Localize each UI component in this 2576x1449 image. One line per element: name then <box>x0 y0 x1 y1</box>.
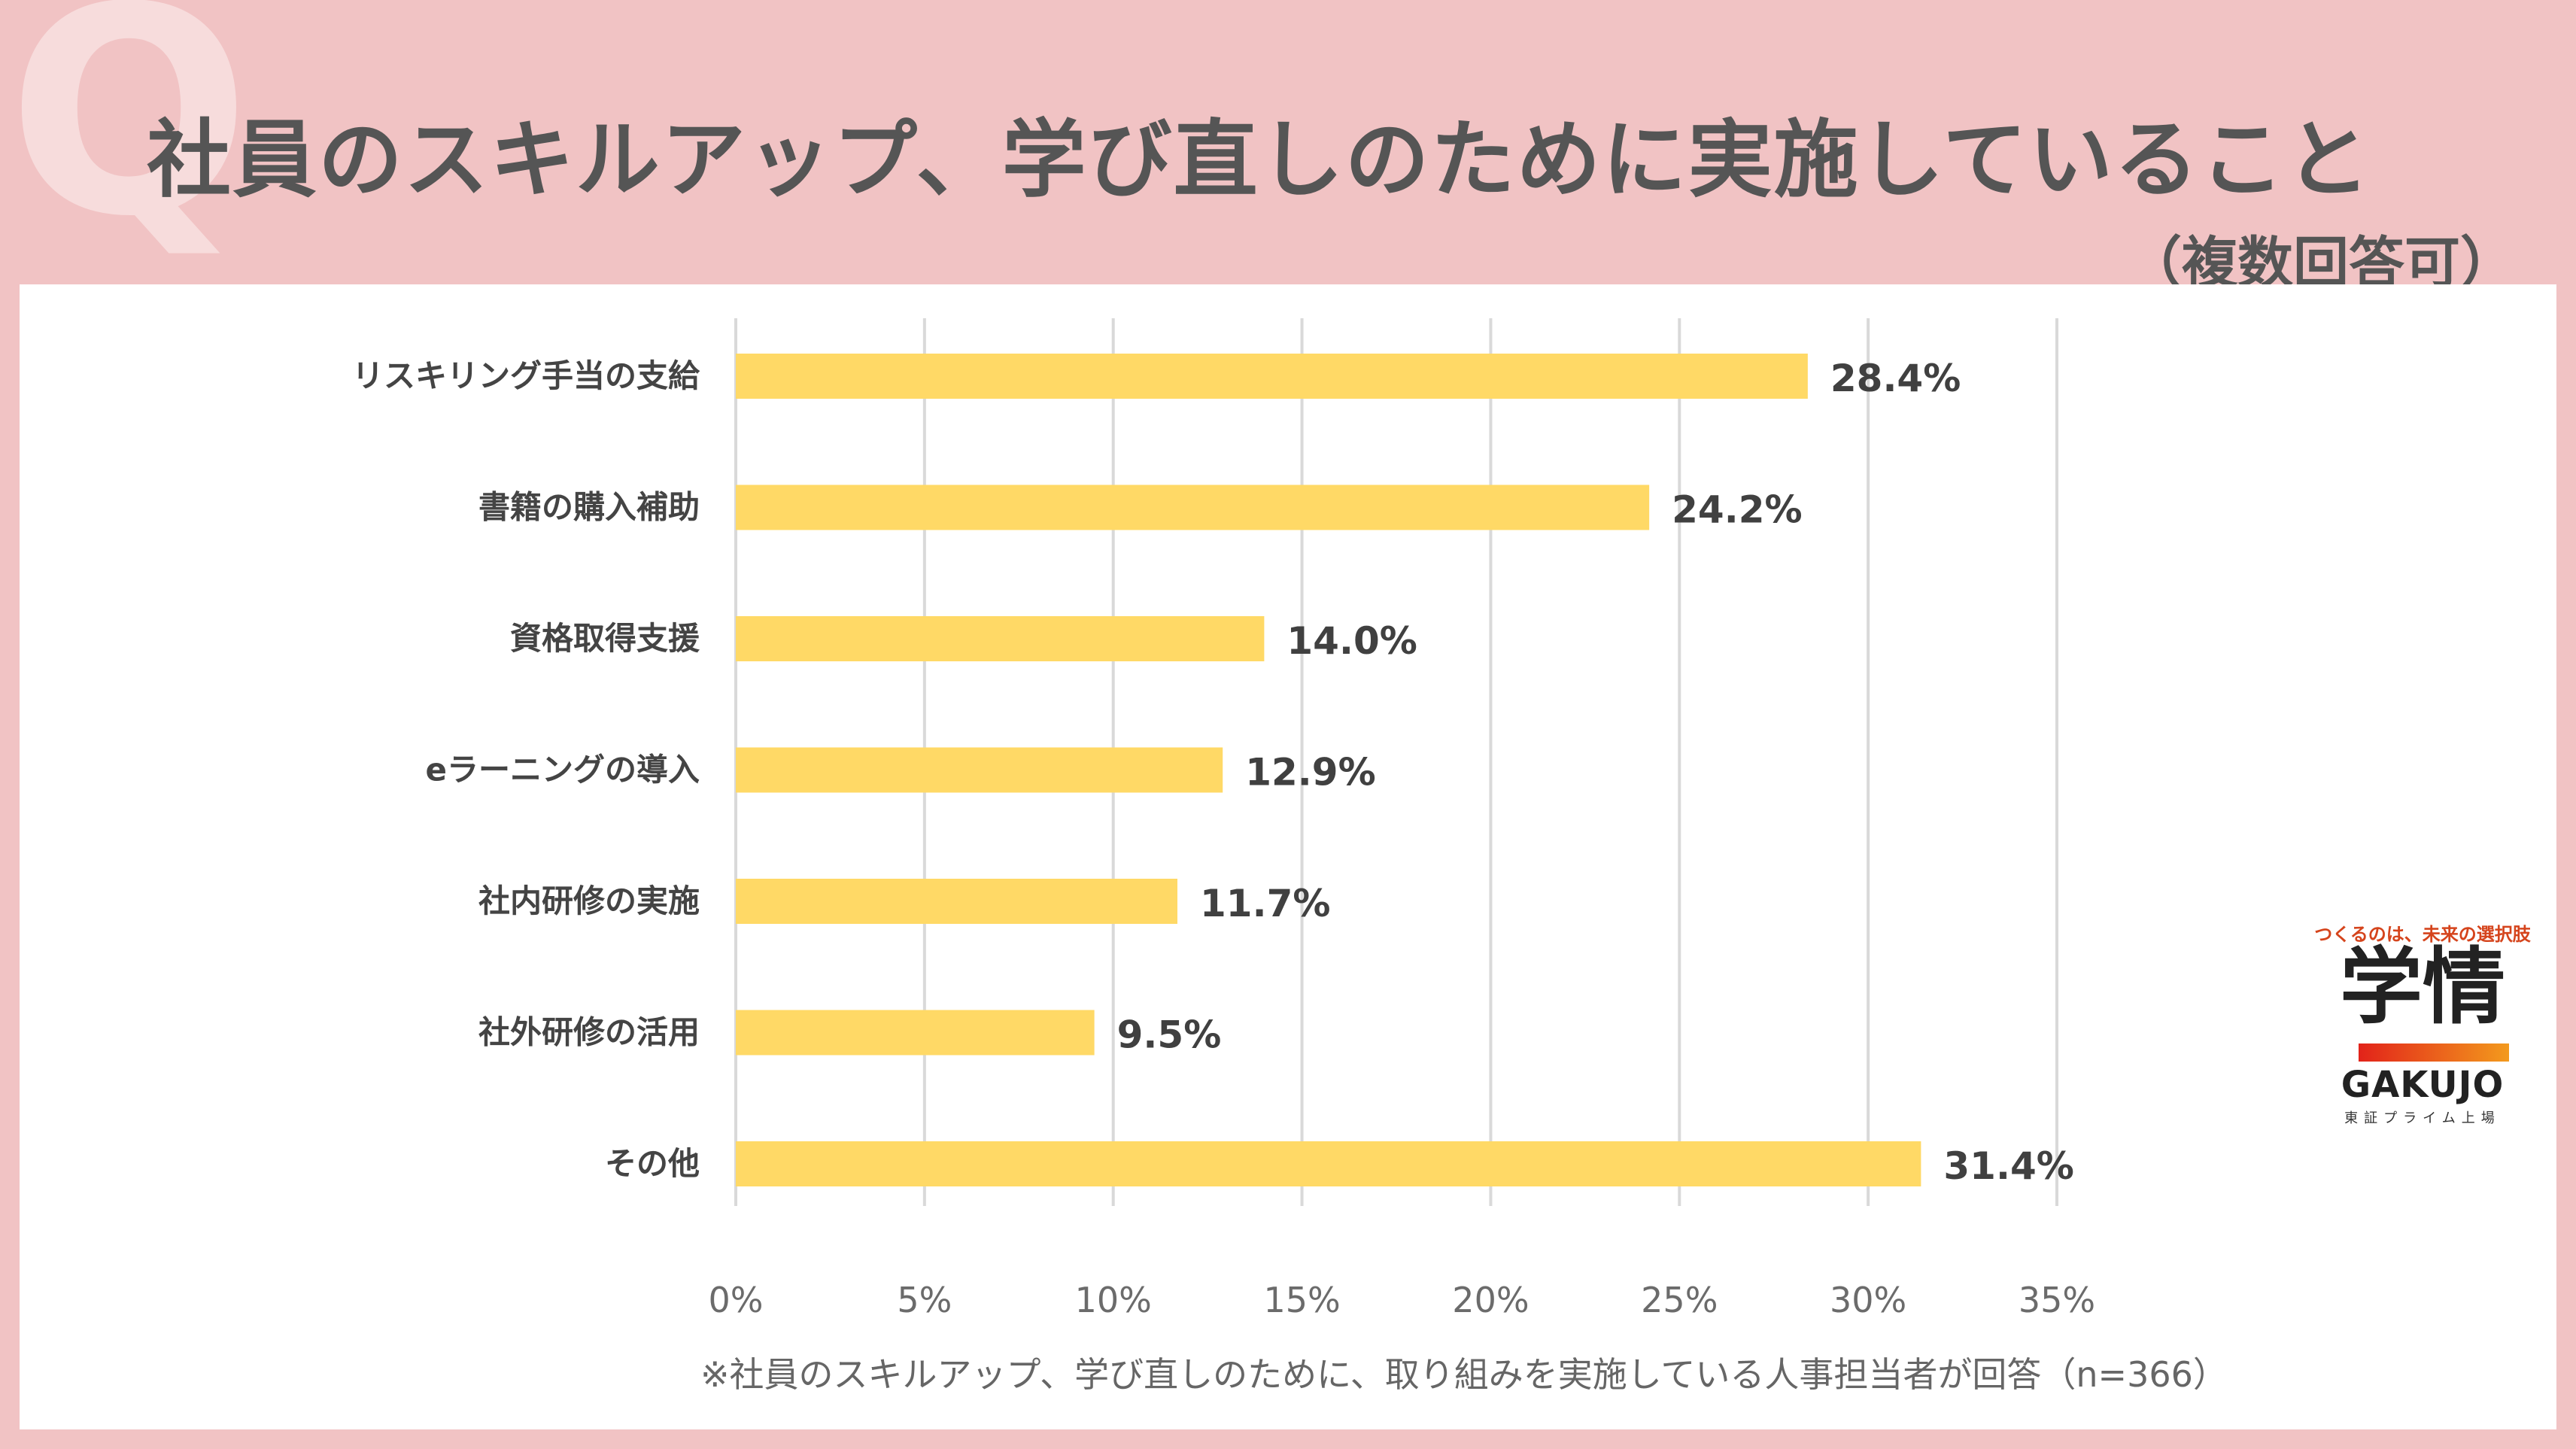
category-label: 資格取得支援 <box>510 620 700 657</box>
value-label: 11.7% <box>1200 882 1330 925</box>
q-watermark: Q <box>8 0 251 279</box>
bar <box>736 616 1265 661</box>
value-label: 14.0% <box>1286 619 1417 663</box>
value-label: 24.2% <box>1672 488 1802 532</box>
category-label: eラーニングの導入 <box>426 752 700 788</box>
logo-gradient-bar <box>2359 1043 2509 1062</box>
bar <box>736 1141 1921 1186</box>
x-tick-label: 5% <box>897 1280 952 1320</box>
value-label: 31.4% <box>1943 1144 2073 1188</box>
category-label: 社外研修の活用 <box>478 1014 700 1051</box>
bar <box>736 354 1808 399</box>
bar-chart: 0% 5% 10% 15% 20% 25% 30% 35% リスキリング手当の支給 28.4% 書籍… <box>352 318 2095 1320</box>
category-label: リスキリング手当の支給 <box>352 357 700 394</box>
logo-tagline: つくるのは、未来の選択肢 <box>2314 924 2531 945</box>
x-tick-label: 10% <box>1075 1280 1152 1320</box>
value-label: 28.4% <box>1830 357 1961 400</box>
x-tick-label: 30% <box>1830 1280 1906 1320</box>
logo-subtext: 東証プライム上場 <box>2344 1110 2501 1126</box>
bar <box>736 485 1650 530</box>
bar <box>736 879 1178 924</box>
bar <box>736 747 1223 793</box>
logo-mark: 学情 <box>2340 939 2505 1035</box>
page-title: 社員のスキルアップ、学び直しのために実施していること <box>147 111 2372 209</box>
x-tick-label: 0% <box>709 1280 764 1320</box>
x-tick-label: 20% <box>1452 1280 1529 1320</box>
x-tick-label: 25% <box>1641 1280 1718 1320</box>
logo-name: GAKUJO <box>2341 1064 2505 1106</box>
label-layer: 0% 5% 10% 15% 20% 25% 30% 35% リスキリング手当の支給 28.4% 書籍… <box>352 357 2095 1320</box>
bar <box>736 1010 1095 1056</box>
footnote: ※社員のスキルアップ、学び直しのために、取り組みを実施している人事担当者が回答（… <box>700 1354 2228 1395</box>
gakujo-logo: つくるのは、未来の選択肢 学情 GAKUJO 東証プライム上場 <box>2306 919 2539 1126</box>
category-label: 社内研修の実施 <box>478 882 700 919</box>
x-tick-label: 35% <box>2019 1280 2095 1320</box>
bar-layer <box>736 354 1921 1186</box>
chart-panel: 0% 5% 10% 15% 20% 25% 30% 35% リスキリング手当の支給 28.4% 書籍… <box>20 284 2556 1429</box>
category-label: 書籍の購入補助 <box>478 489 700 526</box>
value-label: 9.5% <box>1117 1013 1222 1057</box>
x-tick-label: 15% <box>1263 1280 1340 1320</box>
value-label: 12.9% <box>1245 751 1375 794</box>
category-label: その他 <box>605 1145 700 1182</box>
